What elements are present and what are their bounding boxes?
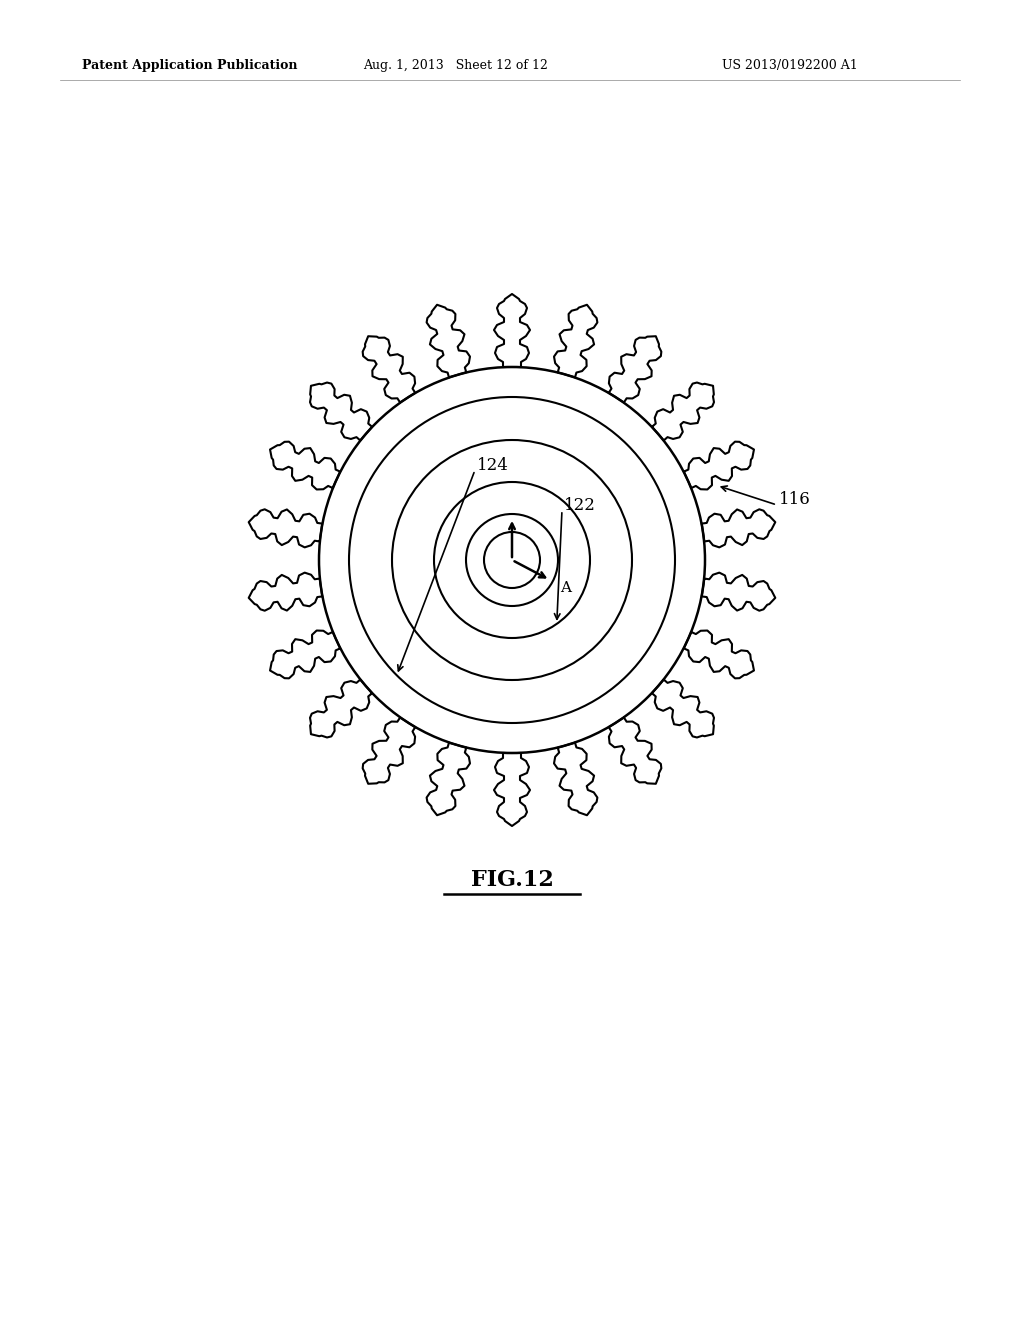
- Text: 122: 122: [564, 496, 596, 513]
- Text: Patent Application Publication: Patent Application Publication: [82, 59, 297, 73]
- Text: 124: 124: [477, 457, 509, 474]
- Text: Aug. 1, 2013   Sheet 12 of 12: Aug. 1, 2013 Sheet 12 of 12: [364, 59, 549, 73]
- Text: A: A: [560, 581, 571, 595]
- Text: US 2013/0192200 A1: US 2013/0192200 A1: [722, 59, 858, 73]
- Text: 116: 116: [779, 491, 811, 508]
- Text: FIG.12: FIG.12: [471, 869, 553, 891]
